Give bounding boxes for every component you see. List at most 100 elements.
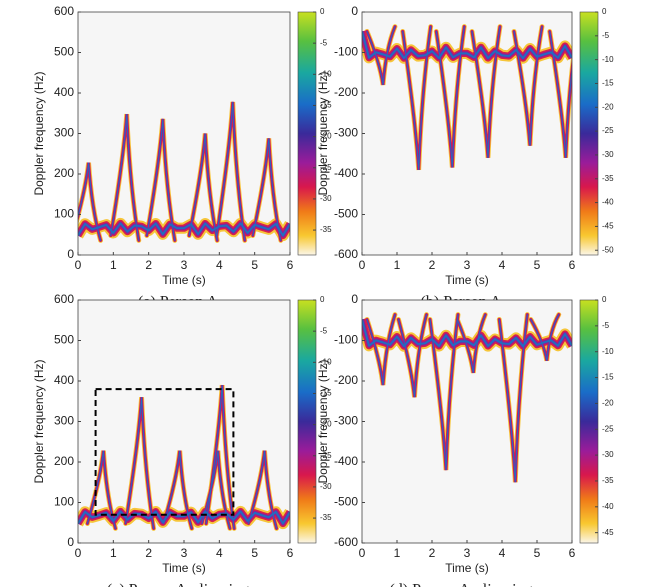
- colorbar: [579, 299, 599, 544]
- x-tick-label: 0: [359, 258, 366, 272]
- x-tick-label: 6: [569, 546, 576, 560]
- y-tick-label: -300: [334, 126, 358, 140]
- spectrum-burst: [456, 314, 486, 373]
- y-axis-label: Doppler frequency (Hz): [316, 359, 330, 483]
- y-tick-label: 400: [54, 373, 74, 387]
- y-tick-label: 100: [54, 495, 74, 509]
- x-tick-label: 5: [534, 546, 541, 560]
- spectrum-burst: [87, 450, 116, 529]
- y-tick-label: -500: [334, 207, 358, 221]
- x-tick-label: 2: [145, 546, 152, 560]
- colorbar-tick-label: 0: [320, 295, 325, 304]
- colorbar-tick-label: -30: [320, 194, 332, 203]
- x-tick-label: 2: [145, 258, 152, 272]
- spectrum-burst: [471, 26, 501, 158]
- colorbar-tick-label: -10: [320, 69, 332, 78]
- spectrum-burst: [205, 385, 235, 529]
- spectrogram-image: [78, 384, 290, 531]
- x-tick-label: 3: [464, 546, 471, 560]
- y-tick-label: 500: [54, 333, 74, 347]
- colorbar-tick-label: -5: [602, 321, 610, 330]
- spectrum-burst: [146, 118, 176, 241]
- caption: (c) Person A - limping: [107, 582, 249, 587]
- colorbar: [579, 11, 599, 256]
- x-axis-label: Time (s): [162, 273, 206, 287]
- y-tick-label: 200: [54, 166, 74, 180]
- spectrum-burst: [201, 450, 231, 529]
- colorbar-tick-label: -15: [320, 389, 332, 398]
- spectrum-burst: [398, 314, 427, 398]
- x-axis-label: Time (s): [162, 561, 206, 575]
- x-tick-label: 3: [464, 258, 471, 272]
- y-tick-label: -600: [334, 247, 358, 261]
- spectrum-burst: [513, 26, 543, 146]
- y-tick-label: 200: [54, 454, 74, 468]
- x-tick-label: 6: [287, 258, 294, 272]
- y-tick-label: 400: [54, 85, 74, 99]
- spectrum-burst: [188, 133, 218, 241]
- y-tick-label: -400: [334, 454, 358, 468]
- spectrum-burst: [216, 101, 246, 241]
- colorbar-tick-label: -20: [602, 102, 614, 111]
- colorbar-tick-label: -35: [320, 225, 332, 234]
- spectrum-burst: [549, 31, 572, 158]
- colorbar-tick-label: -10: [602, 347, 614, 356]
- spectrum-band: [362, 31, 572, 60]
- colorbar-tick-label: -35: [320, 513, 332, 522]
- x-tick-label: 6: [569, 258, 576, 272]
- x-tick-label: 5: [251, 546, 258, 560]
- x-tick-label: 3: [181, 546, 188, 560]
- colorbar-tick-label: -10: [602, 55, 614, 64]
- colorbar-tick-label: -5: [602, 31, 610, 40]
- x-tick-label: 2: [429, 258, 436, 272]
- y-tick-label: 500: [54, 45, 74, 59]
- colorbar-tick-label: -40: [602, 502, 614, 511]
- y-tick-label: 0: [351, 4, 358, 18]
- colorbar-tick-label: 0: [602, 295, 607, 304]
- spectrum-burst: [435, 26, 465, 168]
- x-tick-label: 0: [359, 546, 366, 560]
- y-tick-label: 600: [54, 4, 74, 18]
- colorbar-tick-label: -20: [320, 420, 332, 429]
- colorbar-tick-label: -20: [602, 399, 614, 408]
- x-axis-label: Time (s): [445, 561, 489, 575]
- y-axis-label: Doppler frequency (Hz): [32, 359, 46, 483]
- colorbar-tick-label: -15: [320, 101, 332, 110]
- colorbar-tick-label: -25: [320, 163, 332, 172]
- spectrum-burst: [530, 314, 560, 361]
- colorbar-tick-label: -30: [320, 482, 332, 491]
- x-tick-label: 6: [287, 546, 294, 560]
- spectrum-burst: [252, 138, 282, 241]
- y-axis-label: Doppler frequency (Hz): [316, 71, 330, 195]
- y-tick-label: 0: [67, 535, 74, 549]
- x-tick-label: 1: [394, 258, 401, 272]
- spectrum-burst: [366, 314, 396, 386]
- colorbar-tick-label: -40: [602, 198, 614, 207]
- colorbar-tick-label: -5: [320, 38, 328, 47]
- y-tick-label: -600: [334, 535, 358, 549]
- y-tick-label: -400: [334, 166, 358, 180]
- colorbar-tick-label: -5: [320, 326, 328, 335]
- spectrum-burst: [248, 450, 277, 529]
- spectrum-burst: [125, 397, 155, 529]
- colorbar-tick-label: -45: [602, 222, 614, 231]
- spectrum-burst: [110, 114, 140, 241]
- annotation-box: [94, 388, 235, 516]
- spectrogram-image: [78, 101, 290, 243]
- spectrum-burst: [429, 314, 459, 471]
- x-tick-label: 5: [251, 258, 258, 272]
- y-tick-label: -200: [334, 373, 358, 387]
- colorbar-tick-label: 0: [602, 7, 607, 16]
- spectrum-burst: [163, 450, 193, 529]
- colorbar-tick-label: -15: [602, 373, 614, 382]
- colorbar-tick-label: -20: [320, 132, 332, 141]
- colorbar-tick-label: -30: [602, 150, 614, 159]
- y-tick-label: -300: [334, 414, 358, 428]
- y-tick-label: -100: [334, 45, 358, 59]
- x-tick-label: 0: [75, 258, 82, 272]
- y-tick-label: 0: [67, 247, 74, 261]
- spectrogram-image: [362, 24, 572, 171]
- colorbar: [297, 299, 317, 544]
- spectrum-burst: [402, 26, 432, 170]
